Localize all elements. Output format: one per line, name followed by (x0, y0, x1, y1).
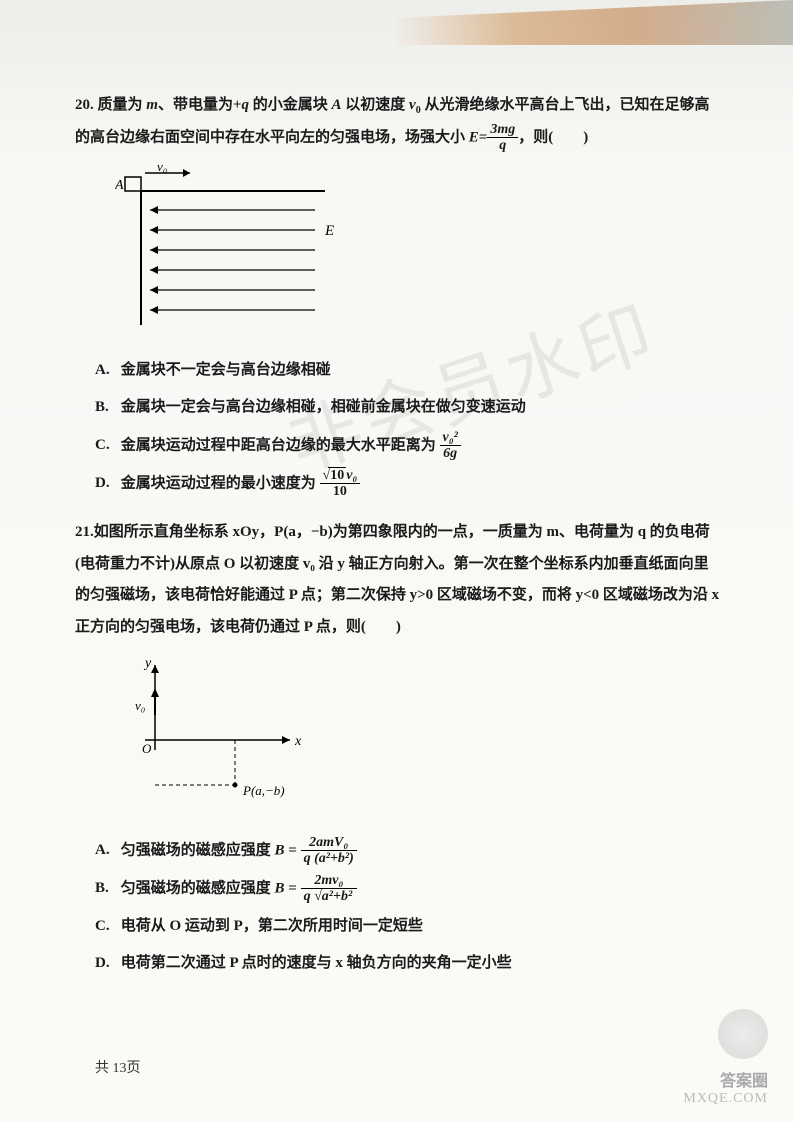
q20-fig-v0: v₀ (157, 165, 167, 174)
option-label-C: C. (95, 430, 117, 462)
q20-fig-A-label: A (115, 178, 124, 193)
q21-optA-eq: = (285, 842, 301, 858)
q21-diagram-svg: y x O v₀ P(a,−b) (115, 655, 315, 810)
q21-y-label: y (143, 656, 152, 671)
q21-optA-num: 2amV₀ (301, 835, 357, 851)
block-A-icon (125, 177, 141, 191)
q20-optA-text: 金属块不一定会与高台边缘相碰 (121, 362, 331, 378)
q21-optB-den: q a²+b² (301, 889, 358, 904)
question-21: 21.如图所示直角坐标系 xOy，P(a，−b)为第四象限内的一点，一质量为 m… (75, 517, 733, 979)
corner-logo-area: 答案圈 MXQE.COM (683, 1009, 768, 1107)
q21-optD-text: 电荷第二次通过 P 点时的速度与 x 轴负方向的夹角一定小些 (121, 955, 512, 971)
q21-optA-B: B (275, 842, 285, 858)
v0-arrow-head-icon (183, 169, 190, 177)
corner-url: MXQE.COM (683, 1091, 768, 1107)
q20-text3: 的小金属块 (249, 97, 332, 113)
q20-optD-sqrt: 10 (328, 467, 346, 483)
q21-option-A: A. 匀强磁场的磁感应强度 B = 2amV₀ q (a²+b²) (75, 835, 733, 867)
q21-O-label: O (142, 741, 152, 756)
q20-option-A: A. 金属块不一定会与高台边缘相碰 (75, 355, 733, 387)
q20-E-fraction: 3mgq (487, 122, 518, 154)
q21-optB-prefix: 匀强磁场的磁感应强度 (121, 880, 275, 896)
corner-logo-text: 答案圈 (683, 1067, 768, 1091)
q21-line1: 如图所示直角坐标系 xOy，P(a，−b)为第四象限内的一点，一质量为 m、电荷… (94, 524, 710, 540)
q21-optA-prefix: 匀强磁场的磁感应强度 (121, 842, 275, 858)
q20-E-den: q (487, 138, 518, 153)
q21-optB-eq: = (285, 880, 301, 896)
q20-optD-prefix: 金属块运动过程的最小速度为 (121, 475, 316, 491)
q21-optA-fraction: 2amV₀ q (a²+b²) (301, 835, 357, 867)
q21-v0-label: v₀ (135, 698, 145, 713)
option-label-B: B. (95, 392, 117, 424)
x-axis-arrow-icon (282, 736, 290, 744)
q20-E-eq: = (479, 129, 488, 145)
point-P-icon (233, 783, 238, 788)
q20-optD-fraction: 10v₀ 10 (320, 468, 361, 500)
q20-optD-den: 10 (320, 484, 361, 499)
option-label-D: D. (95, 948, 117, 980)
q21-x-label: x (294, 734, 302, 749)
option-label-A: A. (95, 835, 117, 867)
q21-option-C: C. 电荷从 O 运动到 P，第二次所用时间一定短些 (75, 911, 733, 943)
q20-optD-v0: v₀ (346, 468, 357, 483)
q21-figure: y x O v₀ P(a,−b) (115, 655, 733, 823)
exam-content: 20. 质量为 m、带电量为+q 的小金属块 A 以初速度 v0 从光滑绝缘水平… (75, 90, 733, 998)
q21-optA-den: q (a²+b²) (301, 851, 357, 866)
q20-text4: 以初速度 (342, 97, 410, 113)
v0-arrow-head-icon (151, 688, 159, 697)
q20-number: 20. (75, 97, 94, 113)
q20-line2-text1: 的高台边缘右面空间中存在水平向左的匀强电场，场强大小 (75, 129, 469, 145)
q20-optB-text: 金属块一定会与高台边缘相碰，相碰前金属块在做匀变速运动 (121, 399, 526, 415)
q20-text5: 从光滑绝缘水平高台上飞出，已知在足够高 (421, 97, 710, 113)
q21-optB-den-q: q (304, 889, 311, 904)
q20-optC-num: v₀² (440, 430, 461, 446)
q20-option-C: C. 金属块运动过程中距高台边缘的最大水平距离为 v₀² 6g (75, 430, 733, 462)
q20-stem: 20. 质量为 m、带电量为+q 的小金属块 A 以初速度 v0 从光滑绝缘水平… (75, 90, 733, 153)
q21-number: 21. (75, 524, 94, 540)
q20-E-num: 3mg (487, 122, 518, 138)
q20-text1: 质量为 (98, 97, 147, 113)
q20-line2-end: ，则( ) (518, 129, 588, 145)
q21-option-D: D. 电荷第二次通过 P 点时的速度与 x 轴负方向的夹角一定小些 (75, 948, 733, 980)
q21-line2: (电荷重力不计)从原点 O 以初速度 v₀ 沿 y 轴正方向射入。第一次在整个坐… (75, 556, 709, 572)
q20-text2: 、带电量为+ (158, 97, 242, 113)
q21-line3: 的匀强磁场，该电荷恰好能通过 P 点；第二次保持 y>0 区域磁场不变，而将 y… (75, 587, 719, 603)
option-label-D: D. (95, 468, 117, 500)
q20-optC-fraction: v₀² 6g (440, 430, 461, 462)
option-label-A: A. (95, 355, 117, 387)
q21-P-label: P(a,−b) (242, 783, 285, 798)
q21-optB-num: 2mv₀ (301, 873, 358, 889)
q20-A: A (332, 97, 342, 113)
q20-v0: v (409, 97, 416, 113)
answer-circle-badge-icon (718, 1009, 768, 1059)
q20-E-label: E (469, 129, 479, 145)
q21-line4: 正方向的匀强电场，该电荷仍通过 P 点，则( ) (75, 619, 401, 635)
q20-diagram-svg: A v₀ E (115, 165, 345, 330)
q21-optC-text: 电荷从 O 运动到 P，第二次所用时间一定短些 (121, 918, 423, 934)
field-arrows-group (150, 206, 315, 314)
q21-optB-fraction: 2mv₀ q a²+b² (301, 873, 358, 905)
q21-optB-B: B (275, 880, 285, 896)
q20-q: q (242, 97, 250, 113)
q21-stem: 21.如图所示直角坐标系 xOy，P(a，−b)为第四象限内的一点，一质量为 m… (75, 517, 733, 643)
q20-figure: A v₀ E (115, 165, 733, 343)
y-axis-arrow-icon (151, 665, 159, 673)
q21-option-B: B. 匀强磁场的磁感应强度 B = 2mv₀ q a²+b² (75, 873, 733, 905)
page-footer: 共 13页 (95, 1057, 141, 1077)
option-label-C: C. (95, 911, 117, 943)
q20-option-B: B. 金属块一定会与高台边缘相碰，相碰前金属块在做匀变速运动 (75, 392, 733, 424)
q20-optC-prefix: 金属块运动过程中距高台边缘的最大水平距离为 (121, 437, 436, 453)
q21-optB-den-sqrt: a²+b² (320, 888, 354, 904)
q20-fig-E-label: E (324, 223, 334, 239)
q20-option-D: D. 金属块运动过程的最小速度为 10v₀ 10 (75, 468, 733, 500)
q20-optC-den: 6g (440, 446, 461, 461)
q20-m: m (146, 97, 158, 113)
q20-optD-num: 10v₀ (320, 468, 361, 484)
option-label-B: B. (95, 873, 117, 905)
question-20: 20. 质量为 m、带电量为+q 的小金属块 A 以初速度 v0 从光滑绝缘水平… (75, 90, 733, 499)
